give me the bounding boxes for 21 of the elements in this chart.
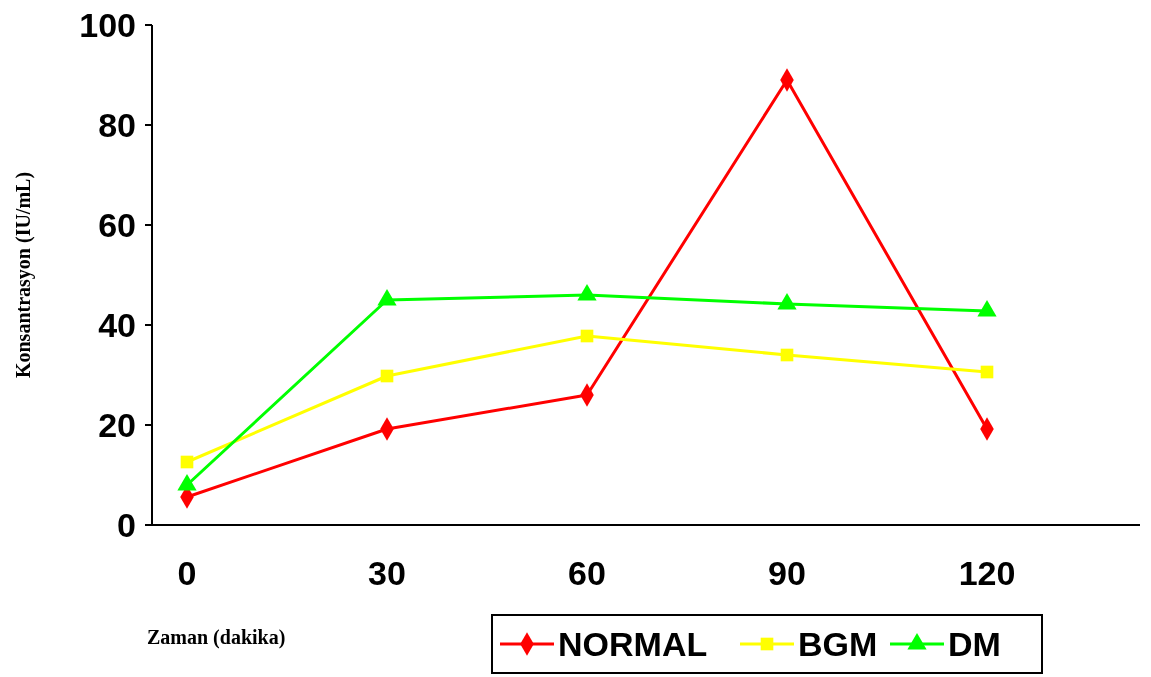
point [380, 369, 394, 383]
y-tick-label: 60 [98, 205, 136, 244]
legend-label: BGM [798, 624, 878, 663]
x-tick-label: 60 [568, 554, 606, 592]
x-tick-label: 30 [368, 554, 406, 592]
y-tick-label: 80 [98, 105, 136, 144]
x-tick-label: 0 [177, 554, 197, 592]
y-tick-label: 40 [98, 305, 136, 344]
y-tick-label: 0 [117, 505, 136, 544]
legend-label: DM [948, 624, 1001, 663]
y-tick-label: 20 [98, 405, 136, 444]
point [580, 329, 594, 343]
x-tick-label: 90 [768, 554, 806, 592]
point [980, 365, 994, 379]
point [780, 348, 794, 362]
point [180, 455, 194, 469]
x-tick-label: 120 [958, 554, 1016, 592]
x-axis-title: Zaman (dakika) [147, 626, 286, 649]
y-tick-label: 100 [79, 5, 136, 44]
y-axis-title: Konsantrasyon (IU/mL) [12, 171, 35, 379]
legend-label: NORMAL [558, 624, 708, 663]
